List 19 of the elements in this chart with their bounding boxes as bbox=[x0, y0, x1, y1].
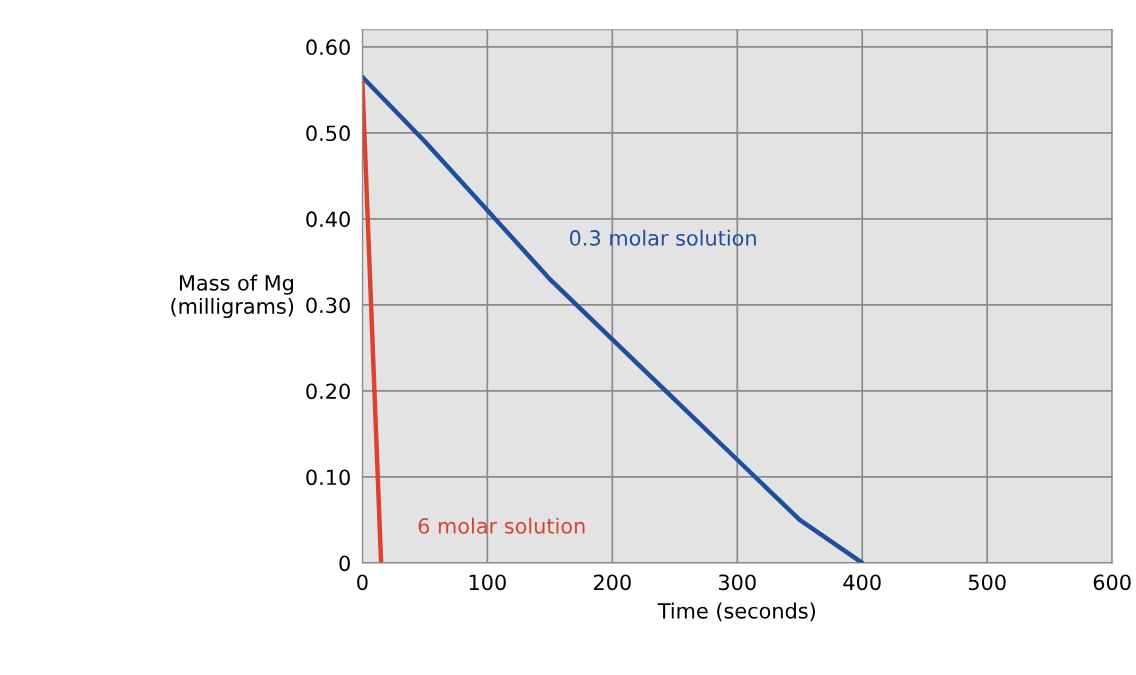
y-tick-label: 0.60 bbox=[306, 39, 350, 56]
line-series bbox=[362, 74, 865, 563]
y-tick-label: 0.20 bbox=[306, 383, 350, 400]
x-tick-label: 600 bbox=[1093, 574, 1131, 591]
x-tick-label: 300 bbox=[718, 574, 756, 591]
x-tick-label: 200 bbox=[593, 574, 631, 591]
x-tick-label: 0 bbox=[357, 574, 368, 591]
series-label: 0.3 molar solution bbox=[569, 229, 756, 246]
y-tick-label: 0.30 bbox=[306, 297, 350, 314]
x-axis-title: Time (seconds) bbox=[657, 602, 815, 622]
y-tick-label: 0.40 bbox=[306, 211, 350, 228]
y-tick-label: 0.10 bbox=[306, 469, 350, 486]
x-tick-label: 100 bbox=[469, 574, 506, 591]
y-tick-label: 0.50 bbox=[306, 125, 350, 142]
y-axis-title: Mass of Mg (milligrams) bbox=[171, 274, 294, 319]
x-tick-label: 500 bbox=[968, 574, 1006, 591]
y-tick-label: 0 bbox=[339, 555, 350, 572]
x-tick-label: 400 bbox=[843, 574, 881, 591]
series-label: 6 molar solution bbox=[418, 517, 585, 534]
